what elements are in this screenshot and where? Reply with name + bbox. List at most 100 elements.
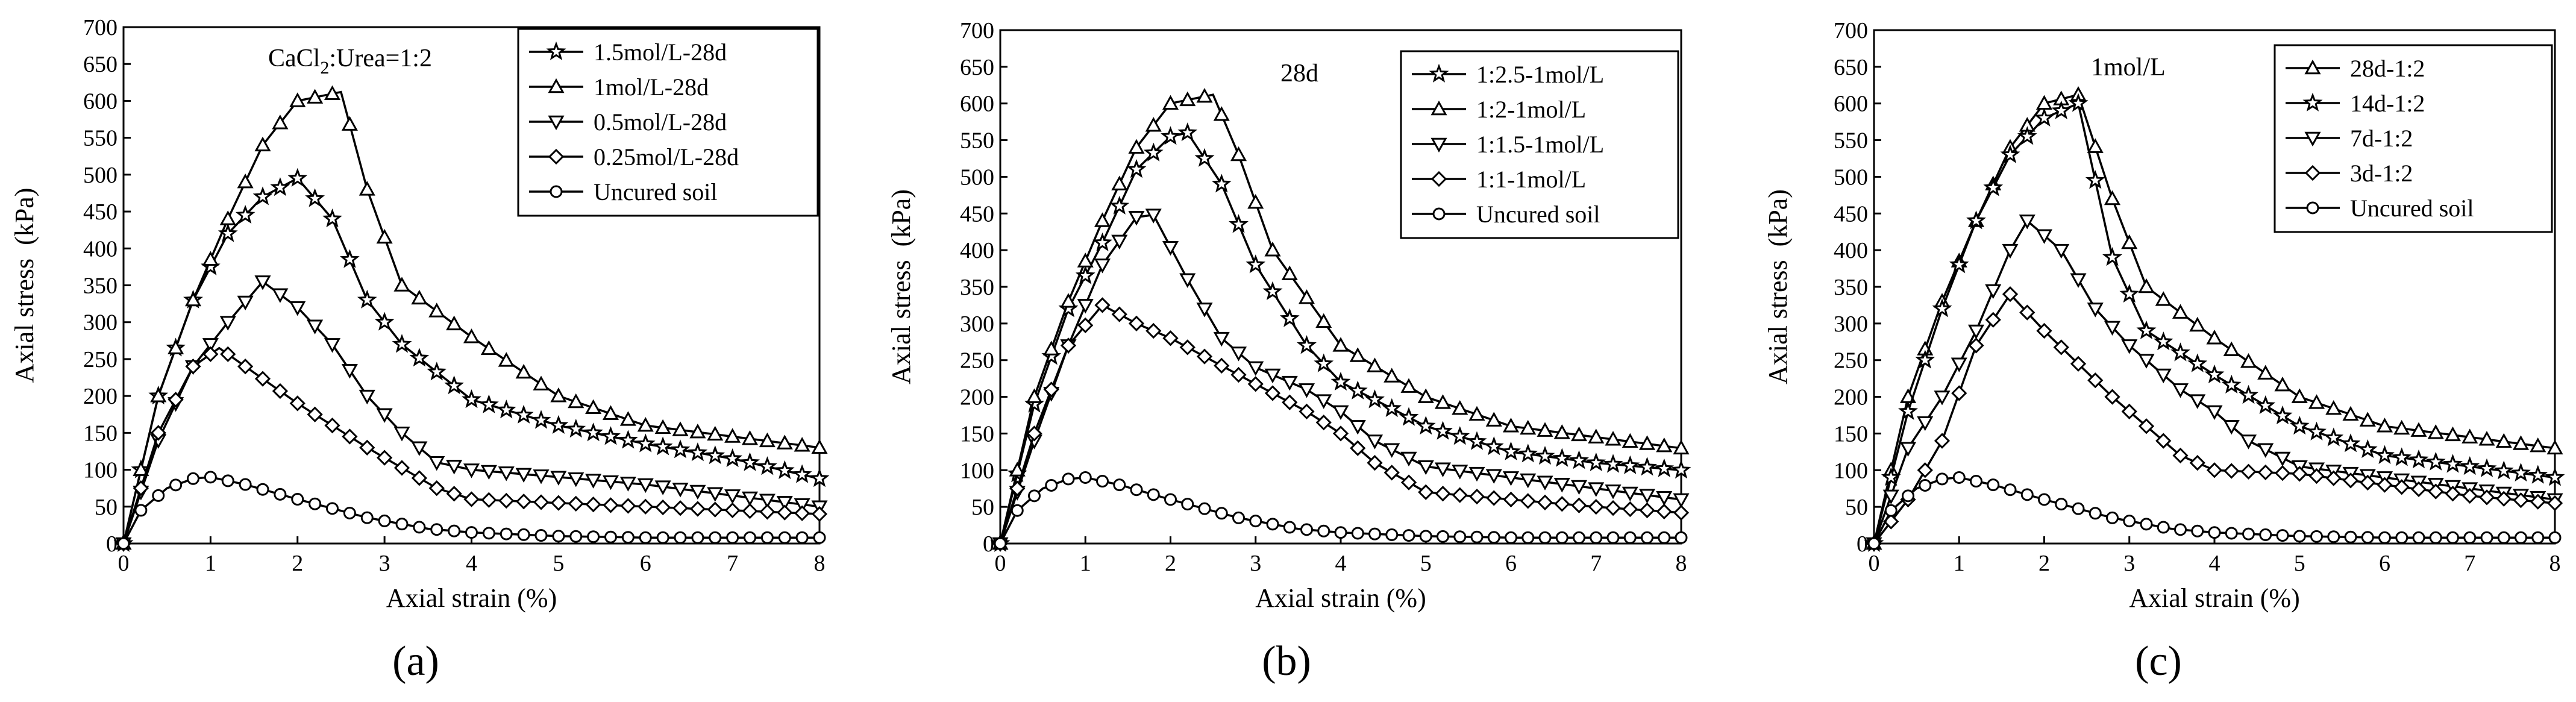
data-point <box>741 491 759 507</box>
y-tick-label: 0 <box>1857 531 1868 557</box>
data-point <box>1570 480 1588 495</box>
legend-marker <box>1432 207 1446 221</box>
data-point <box>1349 419 1366 435</box>
data-point <box>759 494 776 509</box>
data-point <box>1177 122 1198 142</box>
data-point <box>2376 418 2393 433</box>
x-tick-label: 7 <box>727 551 738 576</box>
data-point <box>428 456 445 471</box>
data-point <box>393 427 410 442</box>
x-tick-label: 4 <box>2209 551 2220 576</box>
data-point <box>1145 208 1162 224</box>
data-point <box>1654 458 1675 477</box>
data-point <box>1884 504 1898 517</box>
data-point <box>1919 478 1932 492</box>
x-tick-label: 5 <box>2294 551 2305 576</box>
data-point <box>254 136 271 152</box>
data-point <box>2123 515 2136 528</box>
data-point <box>2293 530 2306 543</box>
series-1mol-l-28d <box>115 85 828 550</box>
data-point <box>707 487 724 502</box>
data-point <box>1347 380 1368 400</box>
data-point <box>150 425 166 441</box>
data-point <box>1486 490 1502 506</box>
data-point <box>184 291 202 307</box>
data-point <box>2412 531 2425 544</box>
data-point <box>2104 389 2120 405</box>
data-point <box>2548 531 2562 544</box>
data-point <box>1009 462 1026 477</box>
data-point <box>1279 308 1300 327</box>
data-point <box>778 531 791 544</box>
data-point <box>1470 530 1484 544</box>
data-point <box>341 363 358 379</box>
data-point <box>235 204 255 224</box>
data-point <box>654 419 671 434</box>
x-tick-label: 8 <box>1676 551 1687 576</box>
data-point <box>2393 479 2410 495</box>
x-tick-label: 3 <box>1250 551 1261 576</box>
data-point <box>1351 527 1364 540</box>
data-point <box>2035 229 2053 244</box>
data-point <box>602 475 619 490</box>
panel-label: (c) <box>2135 638 2182 685</box>
x-tick-label: 0 <box>1869 551 1880 576</box>
data-point <box>1094 259 1111 274</box>
legend: 1.5mol/L-28d 1mol/L-28d 0.5mol/L-28d 0.25mo… <box>517 28 819 217</box>
legend-label: 1:1.5-1mol/L <box>1476 131 1604 158</box>
legend-marker <box>1431 137 1447 153</box>
data-point <box>360 511 374 524</box>
data-point <box>1247 193 1264 209</box>
data-point <box>811 439 828 454</box>
data-point <box>2255 395 2276 415</box>
data-point <box>359 389 375 405</box>
data-point <box>448 524 461 537</box>
data-point <box>569 530 583 543</box>
data-point <box>777 504 793 521</box>
data-point <box>2155 291 2172 306</box>
data-point <box>2480 531 2493 544</box>
data-point <box>2515 531 2527 544</box>
data-point <box>377 450 393 466</box>
data-point <box>2187 353 2208 372</box>
data-point <box>620 498 636 514</box>
data-point <box>1535 445 1555 465</box>
data-point <box>776 496 793 511</box>
data-point <box>2357 439 2378 459</box>
data-point <box>2493 460 2514 480</box>
legend-marker <box>546 41 566 60</box>
data-point <box>2004 483 2017 497</box>
data-point <box>1673 504 1690 521</box>
data-point <box>795 531 809 544</box>
data-point <box>1502 418 1520 433</box>
data-point <box>2170 342 2190 362</box>
data-point <box>691 531 704 544</box>
data-point <box>774 460 795 480</box>
data-point <box>1656 437 1673 453</box>
data-point <box>1281 375 1298 391</box>
data-point <box>392 334 412 353</box>
y-tick-label: 0 <box>983 531 994 557</box>
y-tick-label: 200 <box>960 385 994 410</box>
data-point <box>533 375 550 390</box>
data-point <box>2393 419 2410 435</box>
legend-item-1-1-5-1mol-l: 1:1.5-1mol/L <box>1412 131 1604 158</box>
data-point <box>1230 146 1247 161</box>
data-point <box>2087 302 2104 318</box>
data-point <box>2530 437 2546 453</box>
data-point <box>169 478 183 492</box>
data-point <box>378 514 391 527</box>
data-point <box>2528 465 2548 484</box>
data-point <box>1366 434 1384 450</box>
data-point <box>2292 466 2308 482</box>
data-point <box>185 359 201 375</box>
data-point <box>1214 357 1230 374</box>
data-point <box>1967 324 1985 340</box>
legend-item-uncured-soil: Uncured soil <box>2286 195 2474 222</box>
data-point <box>1555 531 1568 544</box>
data-point <box>1111 175 1128 190</box>
data-point <box>2308 394 2325 409</box>
data-point <box>619 477 636 492</box>
data-point <box>1332 405 1349 421</box>
